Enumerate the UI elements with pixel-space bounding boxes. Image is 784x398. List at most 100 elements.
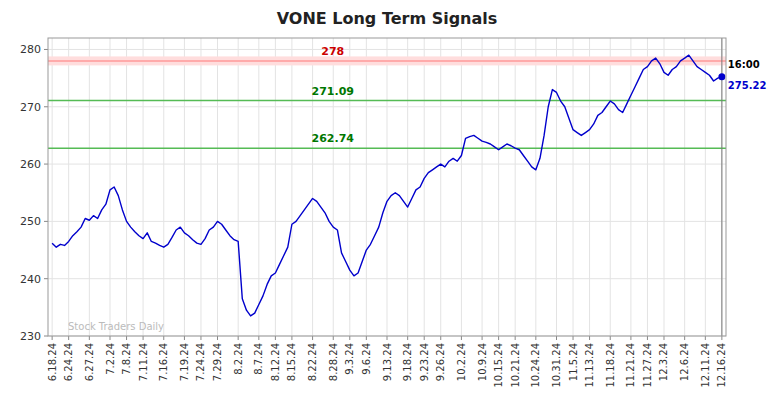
reference-band [48, 56, 726, 65]
x-tick-label: 6.27.24 [84, 343, 95, 381]
x-grid-line [52, 38, 53, 336]
y-tick [44, 49, 48, 50]
y-tick [44, 336, 48, 337]
x-tick [515, 336, 516, 340]
price-line [52, 55, 722, 316]
x-tick [68, 336, 69, 340]
last-point [718, 73, 725, 80]
x-tick [482, 336, 483, 340]
chart: 2302402502602702806.18.246.24.246.27.247… [0, 0, 784, 398]
x-tick [163, 336, 164, 340]
x-grid-line [684, 38, 685, 336]
x-tick-label: 6.18.24 [47, 343, 58, 381]
x-grid-line [387, 38, 388, 336]
x-tick-label: 12.11.24 [700, 343, 711, 388]
x-tick-label: 9.6.24 [361, 343, 372, 375]
x-grid-line [663, 38, 664, 336]
x-tick-label: 11.27.24 [642, 343, 653, 388]
x-tick [238, 336, 239, 340]
x-tick [610, 336, 611, 340]
x-grid-line [705, 38, 706, 336]
x-tick [366, 336, 367, 340]
x-tick-label: 11.5.24 [568, 343, 579, 381]
x-tick-label: 10.9.24 [477, 343, 488, 381]
y-tick [44, 221, 48, 222]
x-tick [461, 336, 462, 340]
x-grid-line [366, 38, 367, 336]
y-tick-label: 270 [20, 101, 41, 114]
x-tick-label: 7.11.24 [138, 343, 149, 381]
x-tick-label: 9.18.24 [402, 343, 413, 381]
x-tick-label: 10.2.24 [456, 343, 467, 381]
title: VONE Long Term Signals [277, 9, 498, 28]
x-grid-line [610, 38, 611, 336]
x-grid-line [498, 38, 499, 336]
x-tick [663, 336, 664, 340]
x-tick-label: 12.16.24 [716, 343, 727, 388]
reference-label: 278 [321, 45, 344, 58]
y-tick-label: 240 [20, 273, 41, 286]
watermark: Stock Traders Daily [68, 321, 164, 332]
x-tick [258, 336, 259, 340]
x-tick-label: 8.2.24 [233, 343, 244, 375]
x-tick-label: 8.22.24 [307, 343, 318, 381]
x-tick-label: 11.21.24 [625, 343, 636, 388]
x-tick-label: 11.18.24 [605, 343, 616, 388]
reference-line [48, 100, 726, 102]
x-tick [387, 336, 388, 340]
y-tick [44, 106, 48, 107]
x-tick-label: 7.8.24 [121, 343, 132, 375]
x-tick-label: 12.6.24 [679, 343, 690, 381]
x-grid-line [556, 38, 557, 336]
x-tick [424, 336, 425, 340]
x-grid-line [89, 38, 90, 336]
x-tick [333, 336, 334, 340]
reference-line [48, 60, 726, 62]
last-point-line [721, 38, 722, 336]
x-tick [349, 336, 350, 340]
x-tick-label: 8.12.24 [270, 343, 281, 381]
x-grid-line [68, 38, 69, 336]
x-tick [589, 336, 590, 340]
x-tick-label: 7.16.24 [158, 343, 169, 381]
x-tick-label: 7.2.24 [105, 343, 116, 375]
x-tick [110, 336, 111, 340]
y-tick-label: 250 [20, 215, 41, 228]
x-tick-label: 7.29.24 [212, 343, 223, 381]
x-tick [312, 336, 313, 340]
x-grid-line [515, 38, 516, 336]
reference-label: 271.09 [312, 85, 354, 98]
x-tick-label: 8.15.24 [286, 343, 297, 381]
x-tick-label: 8.28.24 [328, 343, 339, 381]
x-tick-label: 10.15.24 [493, 343, 504, 388]
x-grid-line [312, 38, 313, 336]
x-grid-line [407, 38, 408, 336]
x-tick-label: 10.31.24 [551, 343, 562, 388]
x-grid-line [482, 38, 483, 336]
x-tick [535, 336, 536, 340]
x-tick [143, 336, 144, 340]
x-tick [217, 336, 218, 340]
x-tick-label: 9.26.24 [435, 343, 446, 381]
x-grid-line [217, 38, 218, 336]
x-grid-line [110, 38, 111, 336]
plot-area [48, 38, 726, 336]
x-tick-label: 8.7.24 [253, 343, 264, 375]
x-tick [705, 336, 706, 340]
x-grid-line [143, 38, 144, 336]
x-tick-label: 9.23.24 [419, 343, 430, 381]
x-tick [89, 336, 90, 340]
x-tick-label: 9.13.24 [382, 343, 393, 381]
x-grid-line [258, 38, 259, 336]
x-tick [440, 336, 441, 340]
x-tick-label: 7.24.24 [195, 343, 206, 381]
x-tick [291, 336, 292, 340]
x-tick-label: 12.3.24 [658, 343, 669, 381]
x-grid-line [163, 38, 164, 336]
grid [48, 38, 726, 336]
x-grid-line [440, 38, 441, 336]
x-tick-label: 10.21.24 [510, 343, 521, 388]
x-grid-line [573, 38, 574, 336]
x-tick [573, 336, 574, 340]
x-grid-line [647, 38, 648, 336]
